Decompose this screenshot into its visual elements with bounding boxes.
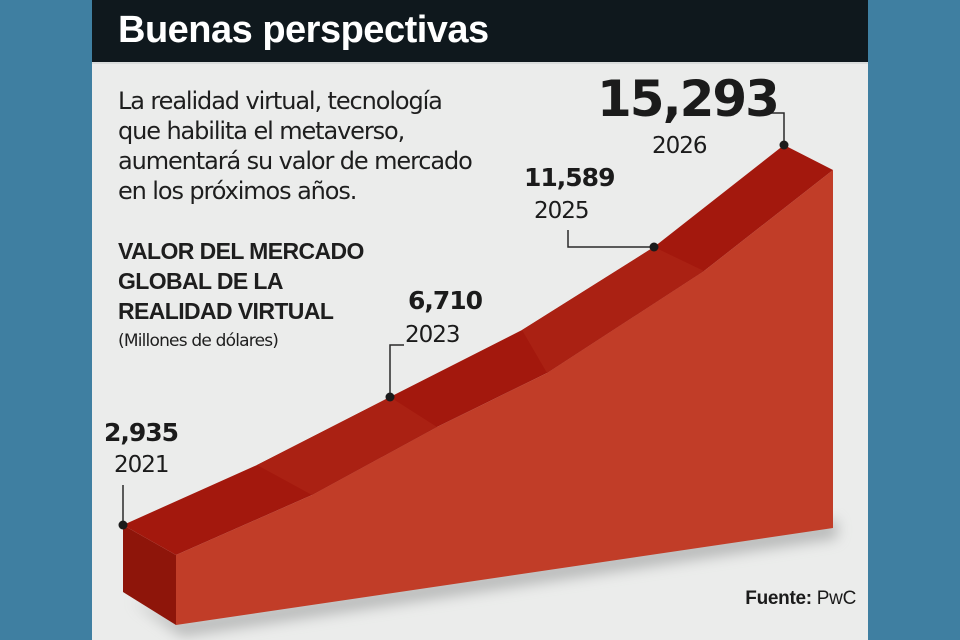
intro-line: en los próximos años.: [118, 177, 357, 205]
chart-front-face: [176, 170, 833, 625]
year-label-2023: 2023: [405, 322, 461, 348]
value-label-2021: 2,935: [104, 418, 179, 447]
value-label-2023: 6,710: [408, 286, 483, 315]
page-title: Buenas perspectivas: [118, 9, 489, 51]
value-label-2025: 11,589: [524, 163, 615, 192]
chart-subtitle: VALOR DEL MERCADO GLOBAL DE LA REALIDAD …: [118, 236, 418, 326]
subtitle-line: REALIDAD VIRTUAL: [118, 298, 334, 324]
source-note: Fuente: PwC: [745, 588, 856, 610]
source-value: PwC: [816, 588, 857, 609]
marker-2023: [385, 392, 395, 402]
infographic-panel: Buenas perspectivas La realidad virtual,…: [92, 0, 868, 640]
marker-2021: [118, 520, 128, 530]
year-label-2025: 2025: [534, 198, 590, 224]
chart-side-face: [123, 525, 176, 625]
subtitle-line: GLOBAL DE LA: [118, 268, 283, 294]
intro-line: La realidad virtual, tecnología: [118, 87, 443, 115]
units-label: (Millones de dólares): [118, 331, 279, 351]
source-label: Fuente:: [745, 588, 812, 609]
data-markers: [118, 140, 789, 530]
header-bar: Buenas perspectivas: [92, 0, 868, 64]
leader-lines: [122, 112, 785, 525]
value-label-2026: 15,293: [597, 70, 780, 128]
chart-top-facet: [522, 247, 704, 373]
intro-line: aumentará su valor de mercado: [118, 147, 473, 175]
year-label-2026: 2026: [652, 133, 708, 159]
marker-2025: [649, 242, 659, 252]
year-label-2021: 2021: [114, 452, 170, 478]
area-chart: [118, 112, 837, 636]
subtitle-line: VALOR DEL MERCADO: [118, 238, 364, 264]
intro-text: La realidad virtual, tecnología que habi…: [118, 86, 518, 206]
marker-2026: [779, 140, 789, 150]
intro-line: que habilita el metaverso,: [118, 117, 405, 145]
chart-top-facet: [257, 397, 437, 495]
